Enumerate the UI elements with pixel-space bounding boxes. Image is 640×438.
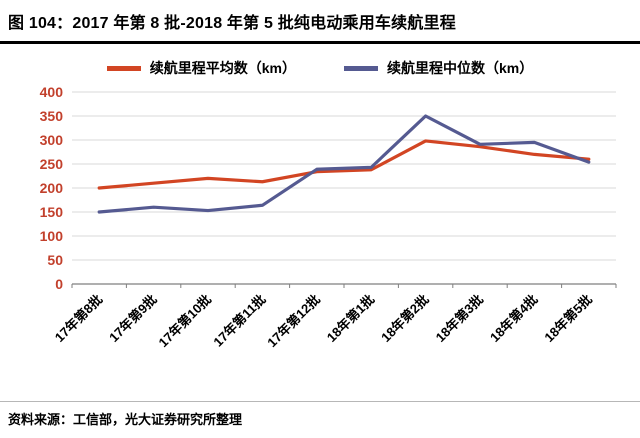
svg-text:100: 100	[40, 228, 64, 244]
svg-text:200: 200	[40, 180, 64, 196]
svg-text:18年第2批: 18年第2批	[378, 292, 432, 346]
svg-text:17年第12批: 17年第12批	[264, 292, 323, 351]
svg-text:17年第9批: 17年第9批	[106, 292, 160, 346]
svg-text:17年第10批: 17年第10批	[155, 292, 214, 351]
svg-text:400: 400	[40, 84, 64, 100]
svg-text:18年第3批: 18年第3批	[433, 292, 487, 346]
svg-text:18年第4批: 18年第4批	[487, 292, 541, 346]
svg-text:150: 150	[40, 204, 64, 220]
svg-text:17年第11批: 17年第11批	[210, 292, 268, 350]
chart-area: 0 50 100 150 200 250 300 350 400 17年第8批 17年第9批 17年第…	[0, 80, 640, 387]
legend-item-median: 续航里程中位数（km）	[344, 58, 533, 78]
figure-header: 图 104：2017 年第 8 批-2018 年第 5 批纯电动乘用车续航里程	[0, 0, 640, 44]
svg-text:250: 250	[40, 156, 64, 172]
legend-item-average: 续航里程平均数（km）	[106, 58, 296, 78]
svg-text:18年第1批: 18年第1批	[324, 292, 378, 346]
legend-swatch-median	[344, 65, 378, 71]
chart-legend: 续航里程平均数（km） 续航里程中位数（km）	[0, 58, 640, 78]
svg-text:18年第5批: 18年第5批	[541, 292, 595, 346]
figure-title: 图 104：2017 年第 8 批-2018 年第 5 批纯电动乘用车续航里程	[8, 15, 456, 32]
legend-label-average: 续航里程平均数（km）	[149, 60, 296, 76]
svg-text:300: 300	[40, 132, 64, 148]
source-text: 资料来源：工信部，光大证券研究所整理	[8, 412, 243, 427]
svg-text:0: 0	[55, 276, 63, 292]
figure-footer: 资料来源：工信部，光大证券研究所整理	[0, 401, 640, 438]
svg-text:17年第8批: 17年第8批	[52, 292, 106, 346]
svg-text:350: 350	[40, 108, 64, 124]
legend-swatch-average	[106, 65, 141, 71]
svg-text:50: 50	[47, 252, 63, 268]
legend-label-median: 续航里程中位数（km）	[387, 60, 534, 76]
